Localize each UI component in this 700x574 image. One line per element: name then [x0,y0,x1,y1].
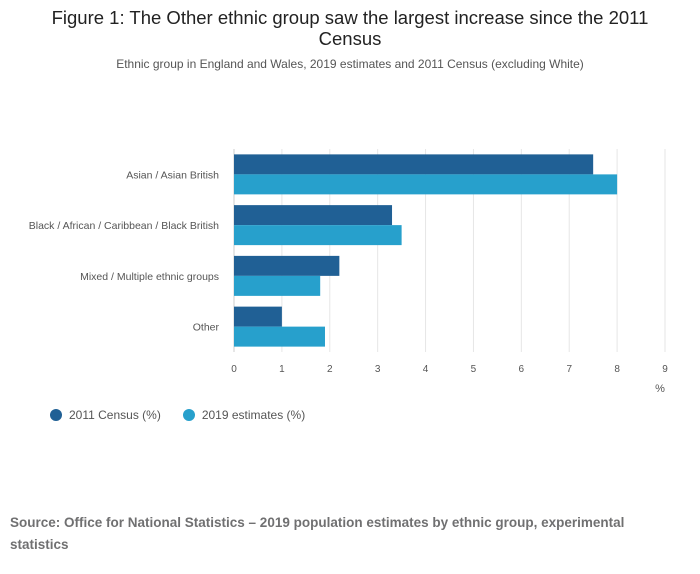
bar-2019-0 [234,174,618,195]
category-label: Asian / Asian British [126,169,219,181]
bar-2019-3 [234,326,325,347]
x-tick-label: 7 [566,364,572,375]
chart-subtitle: Ethnic group in England and Wales, 2019 … [116,57,584,71]
bar-2019-1 [234,225,402,246]
x-tick-label: 9 [662,364,668,375]
source-note: Source: Office for National Statistics –… [10,515,625,552]
category-label: Mixed / Multiple ethnic groups [80,271,219,283]
x-tick-label: 2 [327,364,333,375]
legend-swatch [50,409,62,421]
legend-item-2011-census[interactable]: 2011 Census (%) [50,408,161,422]
bar-chart: 0 1 2 3 4 5 6 7 8 9% Asian / Asian British Black / … [29,149,668,395]
bar-2019-2 [234,275,321,296]
x-tick-label: 4 [423,364,429,375]
x-tick-label: 5 [471,364,477,375]
bar-2011-2 [234,255,340,276]
category-label: Other [193,322,220,334]
x-tick-label: 0 [231,364,237,375]
chart-title: Figure 1: The Other ethnic group saw the… [51,7,649,49]
chart-legend: 2011 Census (%) 2019 estimates (%) [50,408,305,422]
x-tick-label: 1 [279,364,285,375]
x-axis-label: % [655,383,665,395]
legend-label: 2019 estimates (%) [201,408,306,422]
bar-2011-0 [234,154,594,175]
bar-2011-1 [234,205,393,226]
legend-item-2019-estimates[interactable]: 2019 estimates (%) [182,408,306,422]
x-tick-label: 6 [519,364,525,375]
x-tick-label: 3 [375,364,381,375]
legend-swatch [182,409,195,421]
category-label: Black / African / Caribbean / Black Brit… [29,220,219,232]
x-tick-label: 8 [614,364,620,375]
bar-2011-3 [234,306,282,327]
legend-label: 2011 Census (%) [69,408,161,422]
